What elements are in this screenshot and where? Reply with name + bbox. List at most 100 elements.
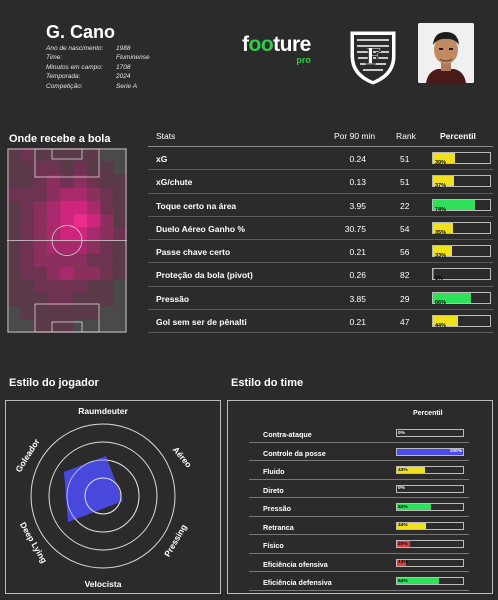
player-info-value: Fluminense	[116, 54, 150, 62]
heatmap-cell	[60, 240, 74, 255]
player-info-label: Minutos em campo:	[46, 63, 103, 71]
team-style-fill	[397, 578, 440, 584]
heatmap-cell	[47, 266, 61, 281]
heatmap-cell	[47, 293, 61, 307]
heatmap-cell	[87, 280, 101, 294]
heatmap-cell	[20, 200, 34, 215]
heatmap-cell	[7, 253, 21, 268]
stat-name: Pressão	[156, 293, 190, 304]
heatmap-cell	[87, 227, 101, 241]
team-style-name: Pressão	[263, 504, 291, 513]
style-label-velocista: Velocista	[85, 579, 122, 589]
team-style-name: Contra-ataque	[263, 430, 312, 439]
stat-row: Pressão 3.85 29 66%	[148, 287, 493, 311]
stat-per90: 0.13	[349, 177, 366, 188]
team-style-pct: 44%	[398, 523, 408, 528]
team-style-fill	[397, 559, 406, 566]
heatmap-cell	[100, 148, 114, 162]
heatmap-cell	[60, 306, 74, 321]
heatmap-cell	[20, 266, 34, 281]
stat-rank: 56	[400, 247, 410, 258]
heatmap-cell	[33, 200, 48, 215]
stat-percentile-bar: 44%	[432, 315, 491, 330]
heatmap-cell	[7, 227, 21, 241]
heatmap-cell	[7, 293, 21, 307]
heatmap-cell	[113, 187, 127, 202]
stat-percentile-label: 44%	[435, 323, 447, 330]
club-crest-icon: F	[350, 31, 396, 85]
style-label-aereo: Aéreo	[171, 445, 194, 470]
heatmap-cell	[100, 187, 114, 202]
heatmap-cell	[73, 306, 88, 321]
heatmap-cell	[60, 293, 74, 307]
heatmap-cell	[20, 253, 34, 268]
heatmap-cell	[87, 306, 101, 321]
heatmap-cell	[33, 187, 48, 202]
team-style-bar: 100%	[396, 447, 464, 456]
team-style-pct: 52%	[398, 504, 408, 510]
stat-row: xG 0.24 51 39%	[148, 147, 493, 171]
heatmap-cell	[87, 240, 101, 255]
heatmap-cell	[7, 161, 21, 175]
heatmap-cell	[73, 200, 88, 215]
stat-rank: 51	[400, 154, 410, 164]
heatmap-cell	[87, 200, 101, 215]
stat-row: xG/chute 0.13 51 37%	[148, 170, 493, 194]
heatmap-cell	[7, 214, 21, 228]
team-style-bar: 52%	[396, 503, 464, 511]
heatmap-cell	[47, 161, 61, 175]
heatmap-cell	[113, 306, 127, 321]
player-info-label: Temporada:	[46, 73, 81, 81]
heatmap-cell	[20, 214, 34, 228]
heatmap-cell	[113, 319, 127, 333]
player-info-row: Competição: Serie A	[46, 82, 150, 91]
stat-per90: 0.26	[349, 270, 366, 281]
heatmap-cell	[33, 280, 48, 294]
heatmap-cell	[47, 148, 61, 162]
heatmap-pitch	[7, 148, 127, 333]
player-name: G. Cano	[46, 22, 116, 42]
team-style-pct: 0%	[398, 486, 405, 491]
heatmap-cell	[100, 253, 114, 268]
stat-name: Toque certo na área	[156, 200, 237, 211]
stat-percentile-bar: 1%	[432, 268, 491, 282]
team-style-row: Retranca 44%	[249, 517, 469, 535]
heatmap-cell	[100, 214, 114, 228]
team-style-name: Controle da posse	[263, 448, 326, 458]
stats-header: Stats Por 90 min Rank Percentil	[148, 127, 493, 147]
stat-per90: 3.85	[349, 293, 366, 304]
heatmap-cell	[100, 240, 114, 255]
stats-table: Stats Por 90 min Rank Percentil xG 0.24 51…	[148, 127, 493, 334]
stat-per90: 0.21	[349, 317, 366, 328]
heatmap-cell	[20, 240, 34, 255]
team-style-pct: 64%	[398, 578, 408, 584]
stat-per90: 0.24	[349, 154, 366, 164]
heatmap-cell	[33, 293, 48, 307]
heatmap-cell	[73, 161, 88, 175]
team-style-bar: 44%	[396, 521, 464, 530]
heatmap-cell	[7, 240, 21, 255]
heatmap-cell	[73, 280, 88, 294]
stat-row: Proteção da bola (pivot) 0.26 82 1%	[148, 263, 493, 287]
heatmap-cell	[47, 187, 61, 202]
heatmap-cell	[33, 148, 48, 162]
stat-rank: 47	[400, 317, 410, 328]
heatmap-cell	[47, 174, 61, 188]
pitch-line	[51, 321, 83, 333]
team-style-fill	[397, 504, 432, 510]
stat-percentile-bar: 66%	[432, 291, 491, 306]
team-style-name: Direto	[263, 485, 284, 495]
player-info-label: Time:	[46, 54, 63, 62]
heatmap-cell	[73, 148, 88, 162]
pitch-line	[51, 225, 83, 256]
team-style-row: Pressão 52%	[249, 498, 469, 517]
team-style-name: Físico	[263, 541, 284, 550]
heatmap-cell	[73, 319, 88, 333]
stat-name: Duelo Aéreo Ganho %	[156, 223, 245, 234]
heatmap-cell	[60, 319, 74, 333]
heatmap-cell	[47, 253, 61, 268]
team-style-bar: 0%	[396, 484, 464, 493]
stat-percentile-label: 33%	[435, 253, 447, 260]
player-info-value: 2024	[116, 73, 131, 81]
stat-percentile-label: 66%	[435, 299, 447, 306]
